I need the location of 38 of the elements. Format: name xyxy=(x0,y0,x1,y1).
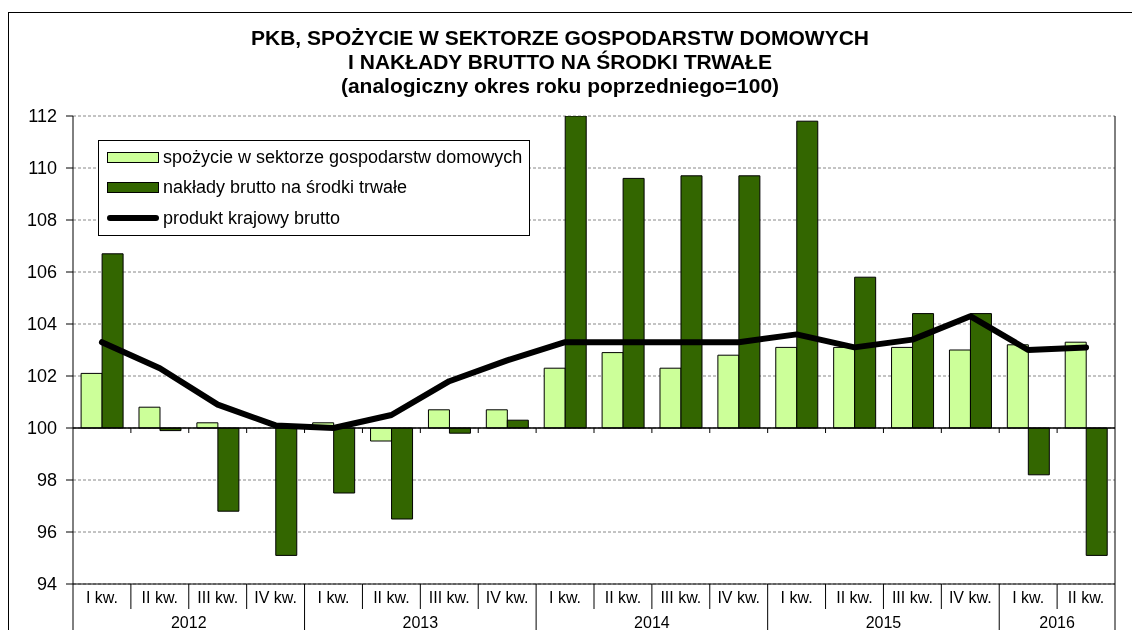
text: 2015 xyxy=(865,614,902,630)
legend-label: spożycie w sektorze gospodarstw domowych xyxy=(163,146,523,168)
x-tick-label: I kw. xyxy=(1012,589,1045,607)
y-tick-label: 108 xyxy=(26,210,57,231)
x-tick-label: IV kw. xyxy=(485,589,529,607)
x-tick-label: IV kw. xyxy=(717,589,761,607)
x-tick-label: III kw. xyxy=(197,589,239,607)
x-tick-label: I kw. xyxy=(317,589,350,607)
x-tick-label: II kw. xyxy=(604,589,642,607)
y-tick-label: 94 xyxy=(36,574,57,595)
y-tick-label: 100 xyxy=(26,418,57,439)
y-tick-label: 110 xyxy=(28,158,57,179)
x-tick-label: IV kw. xyxy=(948,589,992,607)
x-tick-label: II kw. xyxy=(373,589,410,607)
y-tick-label: 98 xyxy=(36,470,57,491)
x-tick-label: I kw. xyxy=(549,589,582,607)
chart-title: PKB, SPOŻYCIE W SEKTORZE GOSPODARSTW DOMOWYCH I NAKŁADY BRUTTO NA ŚRODKI TRWAŁE xyxy=(250,26,870,74)
x-tick-label: III kw. xyxy=(660,589,702,607)
y-tick-label: 106 xyxy=(26,262,57,283)
text: 2012 xyxy=(170,614,207,630)
legend-label: produkt krajowy brutto xyxy=(163,207,341,229)
x-tick-label: II kw. xyxy=(1067,589,1105,607)
text: 2016 xyxy=(1039,614,1076,630)
y-tick-label: 96 xyxy=(36,522,57,543)
y-tick-label: 102 xyxy=(26,366,57,387)
chart-subtitle: (analogiczny okres roku poprzedniego=100) xyxy=(339,74,781,98)
x-tick-label: II kw. xyxy=(141,589,179,607)
y-tick-label: 112 xyxy=(28,106,57,127)
legend-label: nakłady brutto na środki trwałe xyxy=(163,177,408,199)
text: 2013 xyxy=(402,614,439,630)
x-tick-label: III kw. xyxy=(428,589,470,607)
x-tick-label: II kw. xyxy=(836,589,873,607)
x-tick-label: I kw. xyxy=(780,589,813,607)
x-tick-label: IV kw. xyxy=(254,589,297,607)
y-tick-label: 104 xyxy=(26,314,57,335)
x-tick-label: III kw. xyxy=(891,589,933,607)
x-tick-label: I kw. xyxy=(85,589,118,607)
text: 2014 xyxy=(634,614,670,630)
